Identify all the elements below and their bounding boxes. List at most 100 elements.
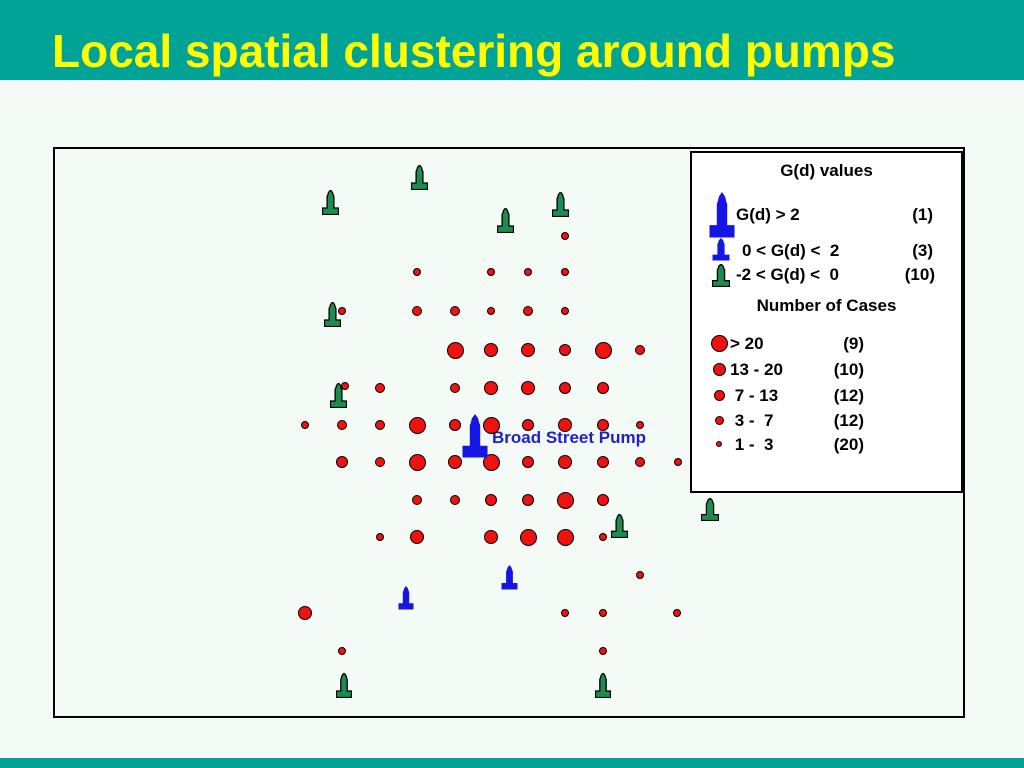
case-circle xyxy=(524,268,532,276)
case-circle xyxy=(558,418,572,432)
case-circle xyxy=(635,345,645,355)
legend-case-row-label: 13 - 20 xyxy=(730,360,783,379)
case-circle xyxy=(561,307,569,315)
case-circle xyxy=(519,528,537,546)
legend-case-row-count: (12) xyxy=(833,411,864,430)
legend-gd-row-count: (3) xyxy=(912,241,933,260)
pump-green-icon xyxy=(610,512,628,539)
pump-green-icon xyxy=(496,206,514,234)
case-circle xyxy=(522,456,534,468)
case-circle-icon xyxy=(714,415,724,425)
case-circle-icon xyxy=(716,441,722,447)
case-circle xyxy=(336,456,348,468)
bottom-band xyxy=(0,758,1024,768)
case-circle xyxy=(561,609,569,617)
case-circle xyxy=(636,421,644,429)
case-circle xyxy=(412,306,422,316)
broad-street-pump-label: Broad Street Pump xyxy=(492,428,646,447)
case-circle xyxy=(521,381,535,395)
legend-case-row-count: (10) xyxy=(833,360,864,379)
legend-case-row-label: 7 - 13 xyxy=(730,386,779,405)
case-circle xyxy=(450,495,460,505)
case-circle-icon xyxy=(710,334,728,352)
pump-green-icon xyxy=(329,381,347,409)
case-circle xyxy=(408,453,426,471)
case-circle-icon xyxy=(713,389,725,401)
case-circle xyxy=(337,420,347,430)
legend-gd-row-count: (10) xyxy=(904,265,935,284)
case-circle xyxy=(301,421,309,429)
pump-small-green-icon xyxy=(711,263,731,288)
case-circle xyxy=(298,606,312,620)
case-circle xyxy=(561,268,569,276)
pump-blue-icon xyxy=(398,586,414,610)
case-circle xyxy=(597,419,609,431)
legend-case-row-count: (20) xyxy=(833,435,864,454)
case-circle xyxy=(594,341,612,359)
case-circle xyxy=(341,382,349,390)
pump-small-blue-icon xyxy=(712,238,730,261)
legend-case-row-label: 1 - 3 xyxy=(730,435,774,454)
pump-green-icon xyxy=(323,300,341,328)
pump-green-icon xyxy=(700,497,720,522)
legend-gd-row-label: -2 < G(d) < 0 xyxy=(736,265,839,284)
case-circle xyxy=(673,609,681,617)
case-circle xyxy=(487,268,495,276)
case-circle xyxy=(375,383,385,393)
case-circle xyxy=(561,232,569,240)
pump-green-icon xyxy=(594,671,612,699)
case-circle xyxy=(375,457,385,467)
case-circle xyxy=(599,609,607,617)
case-circle xyxy=(636,571,644,579)
case-circle xyxy=(484,530,498,544)
page-title: Local spatial clustering around pumps xyxy=(52,25,896,77)
case-circle xyxy=(412,495,422,505)
case-circle xyxy=(449,419,461,431)
case-circle xyxy=(597,456,609,468)
pump-blue-icon xyxy=(462,414,488,458)
case-circle xyxy=(559,344,571,356)
pump-blue-icon xyxy=(501,565,518,590)
legend-gd-row-label: G(d) > 2 xyxy=(736,205,800,224)
legend-case-row-count: (9) xyxy=(843,334,864,353)
case-circle xyxy=(487,307,495,315)
case-circle xyxy=(375,420,385,430)
legend-gd-row-label: 0 < G(d) < 2 xyxy=(742,241,840,260)
pump-green-icon xyxy=(321,188,339,216)
pump-green-icon xyxy=(335,671,353,699)
case-circle xyxy=(338,647,346,655)
case-circle xyxy=(484,343,498,357)
case-circle xyxy=(338,307,346,315)
case-circle xyxy=(674,458,682,466)
case-circle xyxy=(599,647,607,655)
pump-large-blue-icon xyxy=(709,192,735,238)
case-circle xyxy=(376,533,384,541)
case-circle xyxy=(522,419,534,431)
case-circle xyxy=(413,268,421,276)
case-circle xyxy=(521,343,535,357)
legend-gd-row-count: (1) xyxy=(912,205,933,224)
title-band: Local spatial clustering around pumps xyxy=(0,0,1024,80)
case-circle xyxy=(450,383,460,393)
legend-box: G(d) values G(d) > 2 (1) 0 < G(d) < 2 (3… xyxy=(690,151,963,493)
case-circle xyxy=(556,491,574,509)
legend-gd-title: G(d) values xyxy=(780,161,873,180)
case-circle xyxy=(482,416,500,434)
legend-case-row-count: (12) xyxy=(833,386,864,405)
legend-case-row-label: 3 - 7 xyxy=(730,411,774,430)
pump-green-icon xyxy=(551,190,569,218)
legend-case-row-label: > 20 xyxy=(730,334,764,353)
case-circle xyxy=(597,382,609,394)
case-circle xyxy=(599,533,607,541)
case-circle xyxy=(635,457,645,467)
case-circle xyxy=(450,306,460,316)
case-circle xyxy=(446,341,464,359)
case-circle-icon xyxy=(712,362,726,376)
case-circle xyxy=(559,382,571,394)
case-circle xyxy=(558,455,572,469)
case-circle xyxy=(448,455,462,469)
case-circle xyxy=(556,528,574,546)
case-circle xyxy=(482,453,500,471)
case-circle xyxy=(408,416,426,434)
